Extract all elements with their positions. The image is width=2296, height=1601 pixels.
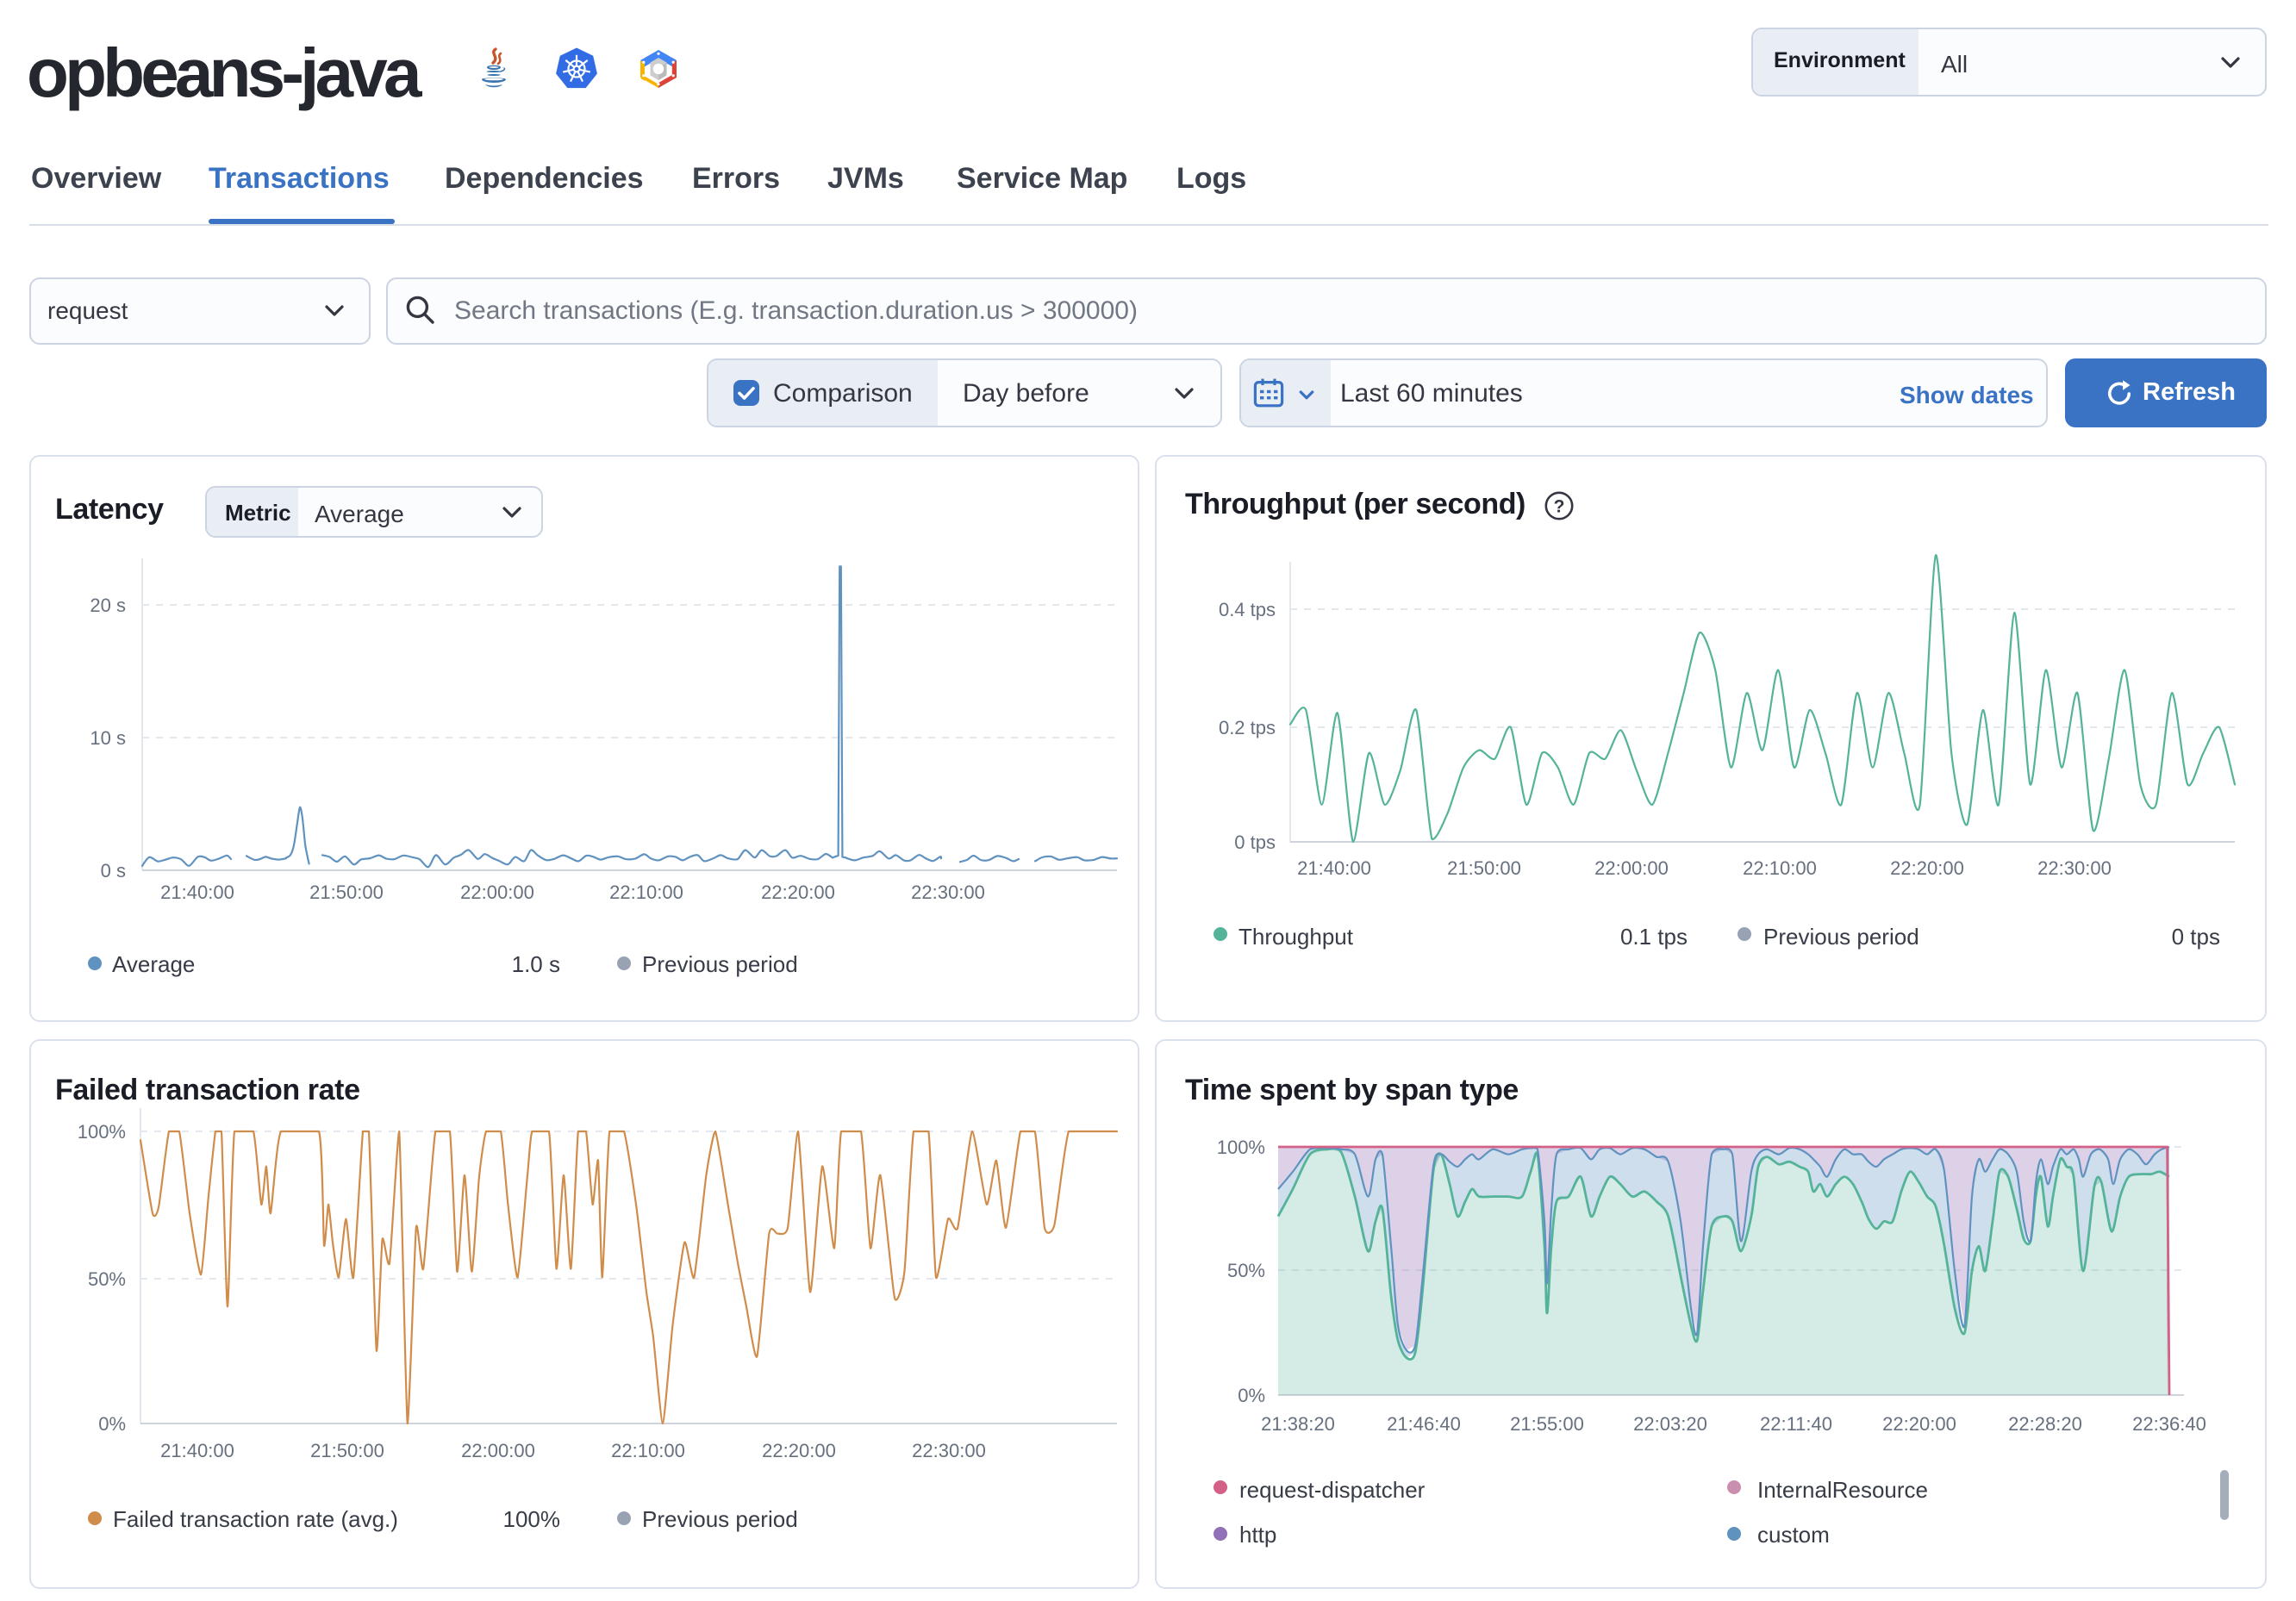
svg-text:22:30:00: 22:30:00 (911, 1440, 985, 1461)
svg-text:0 s: 0 s (100, 860, 125, 881)
svg-text:21:40:00: 21:40:00 (1297, 857, 1371, 879)
svg-text:22:00:00: 22:00:00 (459, 881, 533, 903)
svg-text:22:20:00: 22:20:00 (761, 1440, 835, 1461)
svg-text:0.4 tps: 0.4 tps (1219, 599, 1276, 620)
svg-text:21:40:00: 21:40:00 (159, 881, 234, 903)
svg-text:22:10:00: 22:10:00 (608, 881, 683, 903)
svg-text:22:00:00: 22:00:00 (460, 1440, 534, 1461)
svg-text:21:50:00: 21:50:00 (309, 881, 383, 903)
svg-text:0%: 0% (97, 1413, 125, 1435)
svg-text:21:50:00: 21:50:00 (1447, 857, 1521, 879)
svg-text:50%: 50% (1227, 1260, 1265, 1281)
svg-text:22:30:00: 22:30:00 (2037, 857, 2112, 879)
svg-text:22:11:40: 22:11:40 (1760, 1413, 1832, 1435)
svg-text:22:00:00: 22:00:00 (1594, 857, 1669, 879)
svg-text:21:38:20: 21:38:20 (1261, 1413, 1335, 1435)
svg-text:22:10:00: 22:10:00 (1743, 857, 1817, 879)
svg-text:22:30:00: 22:30:00 (910, 881, 984, 903)
svg-text:21:46:40: 21:46:40 (1387, 1413, 1461, 1435)
svg-text:0.2 tps: 0.2 tps (1219, 717, 1276, 738)
svg-text:22:20:00: 22:20:00 (760, 881, 834, 903)
svg-text:22:20:00: 22:20:00 (1890, 857, 1964, 879)
svg-text:50%: 50% (87, 1268, 125, 1290)
svg-text:21:50:00: 21:50:00 (309, 1440, 384, 1461)
svg-text:22:03:20: 22:03:20 (1633, 1413, 1707, 1435)
svg-text:100%: 100% (1217, 1137, 1265, 1158)
svg-text:0 tps: 0 tps (1234, 832, 1276, 853)
svg-text:21:40:00: 21:40:00 (159, 1440, 234, 1461)
svg-text:22:28:20: 22:28:20 (2008, 1413, 2082, 1435)
svg-text:22:36:40: 22:36:40 (2132, 1413, 2206, 1435)
svg-text:22:10:00: 22:10:00 (610, 1440, 684, 1461)
svg-text:0%: 0% (1238, 1385, 1265, 1406)
svg-text:100%: 100% (77, 1121, 125, 1143)
svg-text:20 s: 20 s (89, 595, 125, 616)
svg-text:10 s: 10 s (89, 727, 125, 749)
svg-text:21:55:00: 21:55:00 (1510, 1413, 1584, 1435)
svg-text:?: ? (1553, 495, 1564, 515)
svg-text:22:20:00: 22:20:00 (1882, 1413, 1956, 1435)
